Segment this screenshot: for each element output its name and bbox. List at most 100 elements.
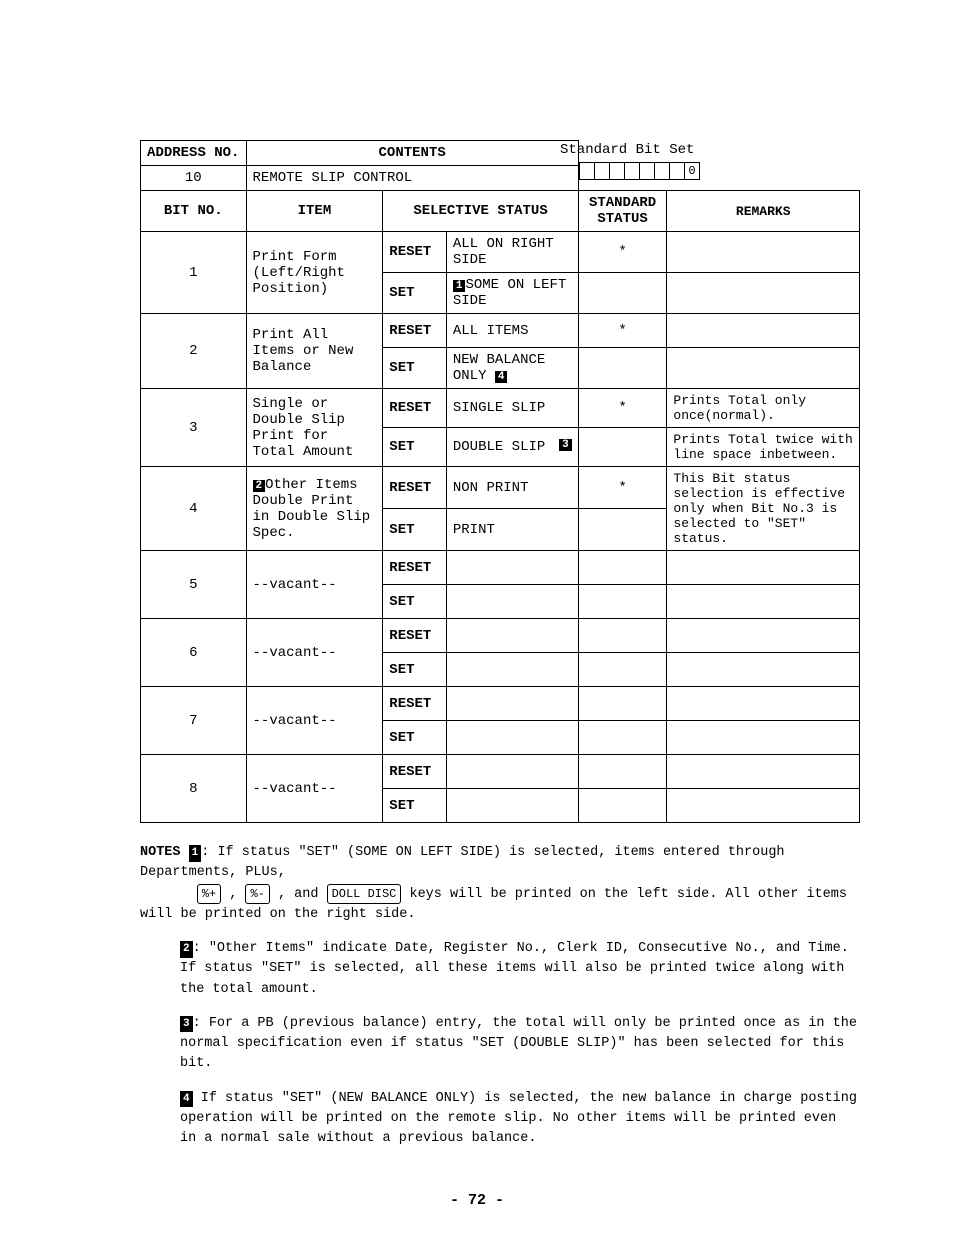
bitset-boxes: 0 (580, 162, 700, 180)
table-row: 5 --vacant-- RESET (141, 551, 860, 585)
remarks-cell (667, 721, 860, 755)
bit-no: 3 (141, 389, 247, 467)
reset-status (446, 619, 578, 653)
item-cell: --vacant-- (246, 619, 383, 687)
reset-status: NON PRINT (446, 467, 578, 509)
address-no-value: 10 (141, 166, 247, 191)
table-row: 2 Print All Items or New Balance RESET A… (141, 314, 860, 348)
set-status: PRINT (446, 509, 578, 551)
bitset-cell (609, 162, 625, 180)
table-row: 4 2Other Items Double Print in Double Sl… (141, 467, 860, 509)
bit-no: 5 (141, 551, 247, 619)
remarks-cell: Prints Total twice with line space inbet… (667, 428, 860, 467)
bitset-label: Standard Bit Set (560, 142, 694, 158)
table-row: 1 Print Form (Left/Right Position) RESET… (141, 232, 860, 273)
remarks-cell (667, 348, 860, 389)
item-cell: 2Other Items Double Print in Double Slip… (246, 467, 383, 551)
standard-bit-set: Standard Bit Set 0 (560, 142, 700, 180)
set-status: DOUBLE SLIP 3 (446, 428, 578, 467)
col-item: ITEM (246, 191, 383, 232)
set-status: NEW BALANCE ONLY 4 (446, 348, 578, 389)
table-row: 8 --vacant-- RESET (141, 755, 860, 789)
standard-status-set (578, 348, 667, 389)
bit-no: 6 (141, 619, 247, 687)
remarks-cell (667, 619, 860, 653)
set-label: SET (383, 428, 447, 467)
remarks-cell (667, 273, 860, 314)
table-row: 7 --vacant-- RESET (141, 687, 860, 721)
reset-status (446, 687, 578, 721)
note-1: NOTES 1: If status "SET" (SOME ON LEFT S… (140, 843, 860, 925)
standard-status: * (578, 314, 667, 348)
table-row: 3 Single or Double Slip Print for Total … (141, 389, 860, 428)
standard-status-set (578, 653, 667, 687)
page: Standard Bit Set 0 ADDRESS NO. CONTENTS … (0, 0, 954, 1239)
bitset-cell (654, 162, 670, 180)
col-remarks: REMARKS (667, 191, 860, 232)
reset-label: RESET (383, 619, 447, 653)
remarks-cell (667, 551, 860, 585)
reset-label: RESET (383, 755, 447, 789)
reset-status (446, 755, 578, 789)
bitset-cell: 0 (684, 162, 700, 180)
set-label: SET (383, 273, 447, 314)
standard-status-set (578, 273, 667, 314)
set-status: 1SOME ON LEFT SIDE (446, 273, 578, 314)
note-number-icon: 1 (189, 845, 202, 862)
standard-status (578, 551, 667, 585)
standard-status-set (578, 721, 667, 755)
standard-status (578, 619, 667, 653)
standard-status: * (578, 389, 667, 428)
standard-status-set (578, 585, 667, 619)
bit-no: 8 (141, 755, 247, 823)
contents-label: CONTENTS (246, 141, 578, 166)
notes-label: NOTES (140, 845, 181, 860)
column-header-row: BIT NO. ITEM SELECTIVE STATUS STANDARD S… (141, 191, 860, 232)
remarks-cell (667, 687, 860, 721)
col-bitno: BIT NO. (141, 191, 247, 232)
bit-no: 2 (141, 314, 247, 389)
set-label: SET (383, 721, 447, 755)
keycap-icon: DOLL DISC (327, 884, 402, 904)
reset-label: RESET (383, 551, 447, 585)
reset-status (446, 551, 578, 585)
standard-status: * (578, 232, 667, 273)
bitset-cell (639, 162, 655, 180)
set-status (446, 653, 578, 687)
note-ref: 3 (559, 439, 572, 451)
standard-status (578, 755, 667, 789)
remarks-cell (667, 755, 860, 789)
standard-status-set (578, 509, 667, 551)
item-cell: Print Form (Left/Right Position) (246, 232, 383, 314)
reset-label: RESET (383, 467, 447, 509)
set-label: SET (383, 789, 447, 823)
bit-no: 1 (141, 232, 247, 314)
note-number-icon: 3 (180, 1016, 193, 1033)
bitset-cell (579, 162, 595, 180)
standard-status: * (578, 467, 667, 509)
reset-status: ALL ITEMS (446, 314, 578, 348)
note-ref: 4 (495, 371, 508, 383)
set-label: SET (383, 653, 447, 687)
reset-label: RESET (383, 232, 447, 273)
remarks-cell (667, 789, 860, 823)
note-ref: 1 (453, 280, 466, 292)
bitset-cell (594, 162, 610, 180)
remarks-cell: Prints Total only once(normal). (667, 389, 860, 428)
standard-status-set (578, 789, 667, 823)
reset-label: RESET (383, 389, 447, 428)
note-4: 4 If status "SET" (NEW BALANCE ONLY) is … (140, 1089, 860, 1150)
set-label: SET (383, 509, 447, 551)
set-label: SET (383, 348, 447, 389)
note-number-icon: 2 (180, 941, 193, 958)
remarks-cell (667, 585, 860, 619)
set-status (446, 789, 578, 823)
remarks-cell (667, 232, 860, 273)
header-row-1: ADDRESS NO. CONTENTS (141, 141, 860, 166)
remarks-cell: This Bit status selection is effective o… (667, 467, 860, 551)
remarks-cell (667, 653, 860, 687)
bitset-cell (669, 162, 685, 180)
note-number-icon: 4 (180, 1091, 193, 1108)
keycap-icon: %- (245, 884, 269, 904)
reset-status: ALL ON RIGHT SIDE (446, 232, 578, 273)
